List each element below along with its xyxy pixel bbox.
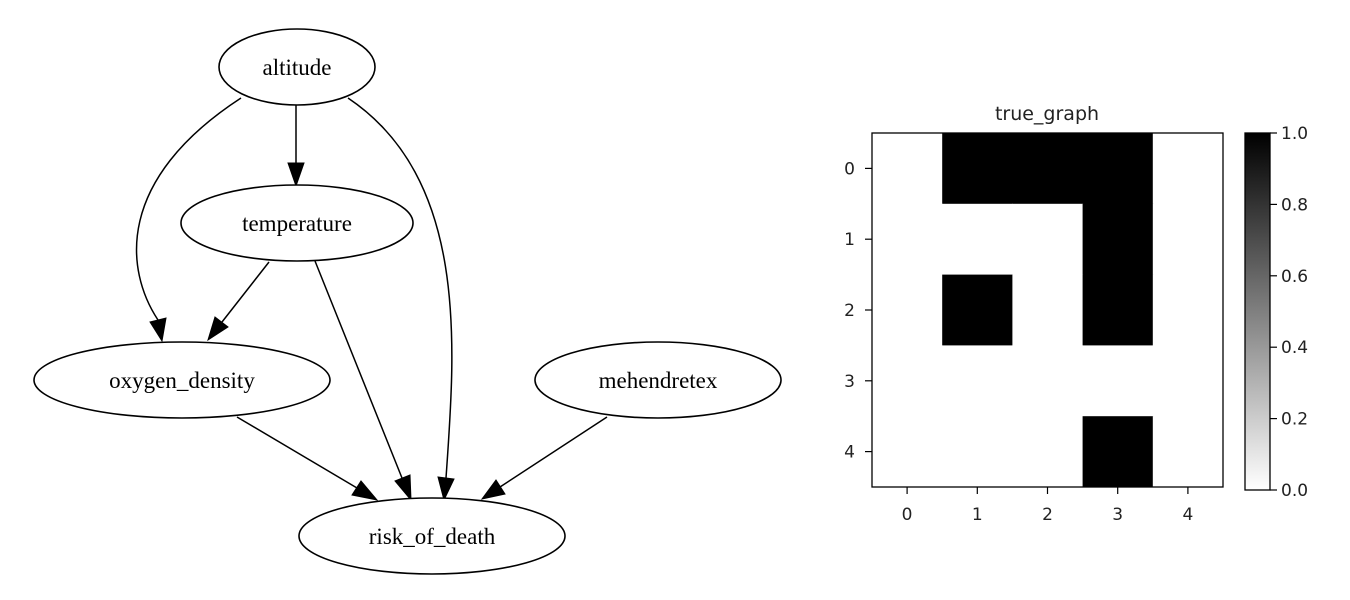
heatmap-cell-2-4 [1152,274,1224,346]
heatmap-cell-3-3 [1082,345,1154,417]
y-tick-label: 2 [844,301,855,321]
x-tick-label: 3 [1112,505,1123,525]
node-label: altitude [263,55,332,80]
node-label: risk_of_death [369,524,496,549]
heatmap-cell-4-1 [942,416,1013,488]
y-tick-label: 1 [844,230,855,250]
edge-altitude-temperature [287,105,305,188]
heatmap-cell-2-0 [872,274,943,346]
edge-altitude-oxygen_density [135,97,242,343]
colorbar-tick-label: 0.4 [1281,338,1308,358]
colorbar-tick-label: 1.0 [1281,124,1308,144]
heatmap-cell-2-2 [1012,274,1084,346]
y-axis-ticks: 0 1 2 3 4 [844,159,872,463]
heatmap-cell-3-2 [1012,345,1084,417]
y-tick-label: 3 [844,372,855,392]
colorbar-tick-label: 0.6 [1281,267,1308,287]
heatmap-cells [872,133,1224,488]
colorbar: 0.0 0.2 0.4 0.6 0.8 1.0 [1244,124,1308,501]
edge-altitude-risk_of_death [347,97,455,502]
node-risk_of_death: risk_of_death [298,497,566,575]
heatmap-cell-1-4 [1152,203,1224,276]
heatmap-cell-4-0 [872,416,943,488]
y-tick-label: 0 [844,159,855,179]
heatmap-cell-4-2 [1012,416,1084,488]
colorbar-ticks: 0.0 0.2 0.4 0.6 0.8 1.0 [1270,124,1308,501]
node-label: oxygen_density [109,368,255,393]
x-tick-label: 1 [972,505,983,525]
heatmap-cell-0-1 [942,133,1013,205]
heatmap-cell-1-1 [942,203,1013,276]
node-altitude: altitude [218,28,376,106]
heatmap-cell-0-3 [1082,133,1154,205]
edge-temperature-oxygen_density [207,261,270,342]
edge-mehendretex-risk_of_death [480,416,608,500]
heatmap-cell-1-0 [872,203,943,276]
x-tick-label: 2 [1042,505,1053,525]
node-mehendretex: mehendretex [534,341,782,419]
node-oxygen_density: oxygen_density [33,341,331,419]
heatmap-cell-3-1 [942,345,1013,417]
heatmap-cell-1-3 [1082,203,1154,276]
edge-oxygen_density-risk_of_death [236,416,379,501]
heatmap-cell-4-3 [1082,416,1154,488]
heatmap-cell-2-3 [1082,274,1154,346]
causal-graph: altitude temperature oxygen_density mehe… [33,28,782,575]
x-axis-ticks: 0 1 2 3 4 [902,487,1193,525]
heatmap-cell-2-1 [942,274,1013,346]
heatmap-cell-0-4 [1152,133,1224,205]
y-tick-label: 4 [844,443,855,463]
node-label: temperature [242,211,352,236]
x-tick-label: 0 [902,505,913,525]
edge-temperature-risk_of_death [314,260,412,502]
heatmap-cell-3-4 [1152,345,1224,417]
heatmap-cell-3-0 [872,345,943,417]
heatmap-chart: true_graph 0 1 2 3 4 0 1 2 3 4 [844,103,1224,525]
chart-title: true_graph [995,103,1099,125]
edges [135,97,608,502]
colorbar-gradient [1245,133,1270,490]
x-tick-label: 4 [1182,505,1193,525]
heatmap-cell-1-2 [1012,203,1084,276]
colorbar-tick-label: 0.8 [1281,195,1308,215]
node-temperature: temperature [180,184,414,262]
node-label: mehendretex [599,368,718,393]
heatmap-cell-0-2 [1012,133,1084,205]
heatmap-cell-0-0 [872,133,943,205]
colorbar-tick-label: 0.2 [1281,410,1308,430]
heatmap-cell-4-4 [1152,416,1224,488]
colorbar-frame [1244,132,1271,491]
colorbar-tick-label: 0.0 [1281,481,1308,501]
